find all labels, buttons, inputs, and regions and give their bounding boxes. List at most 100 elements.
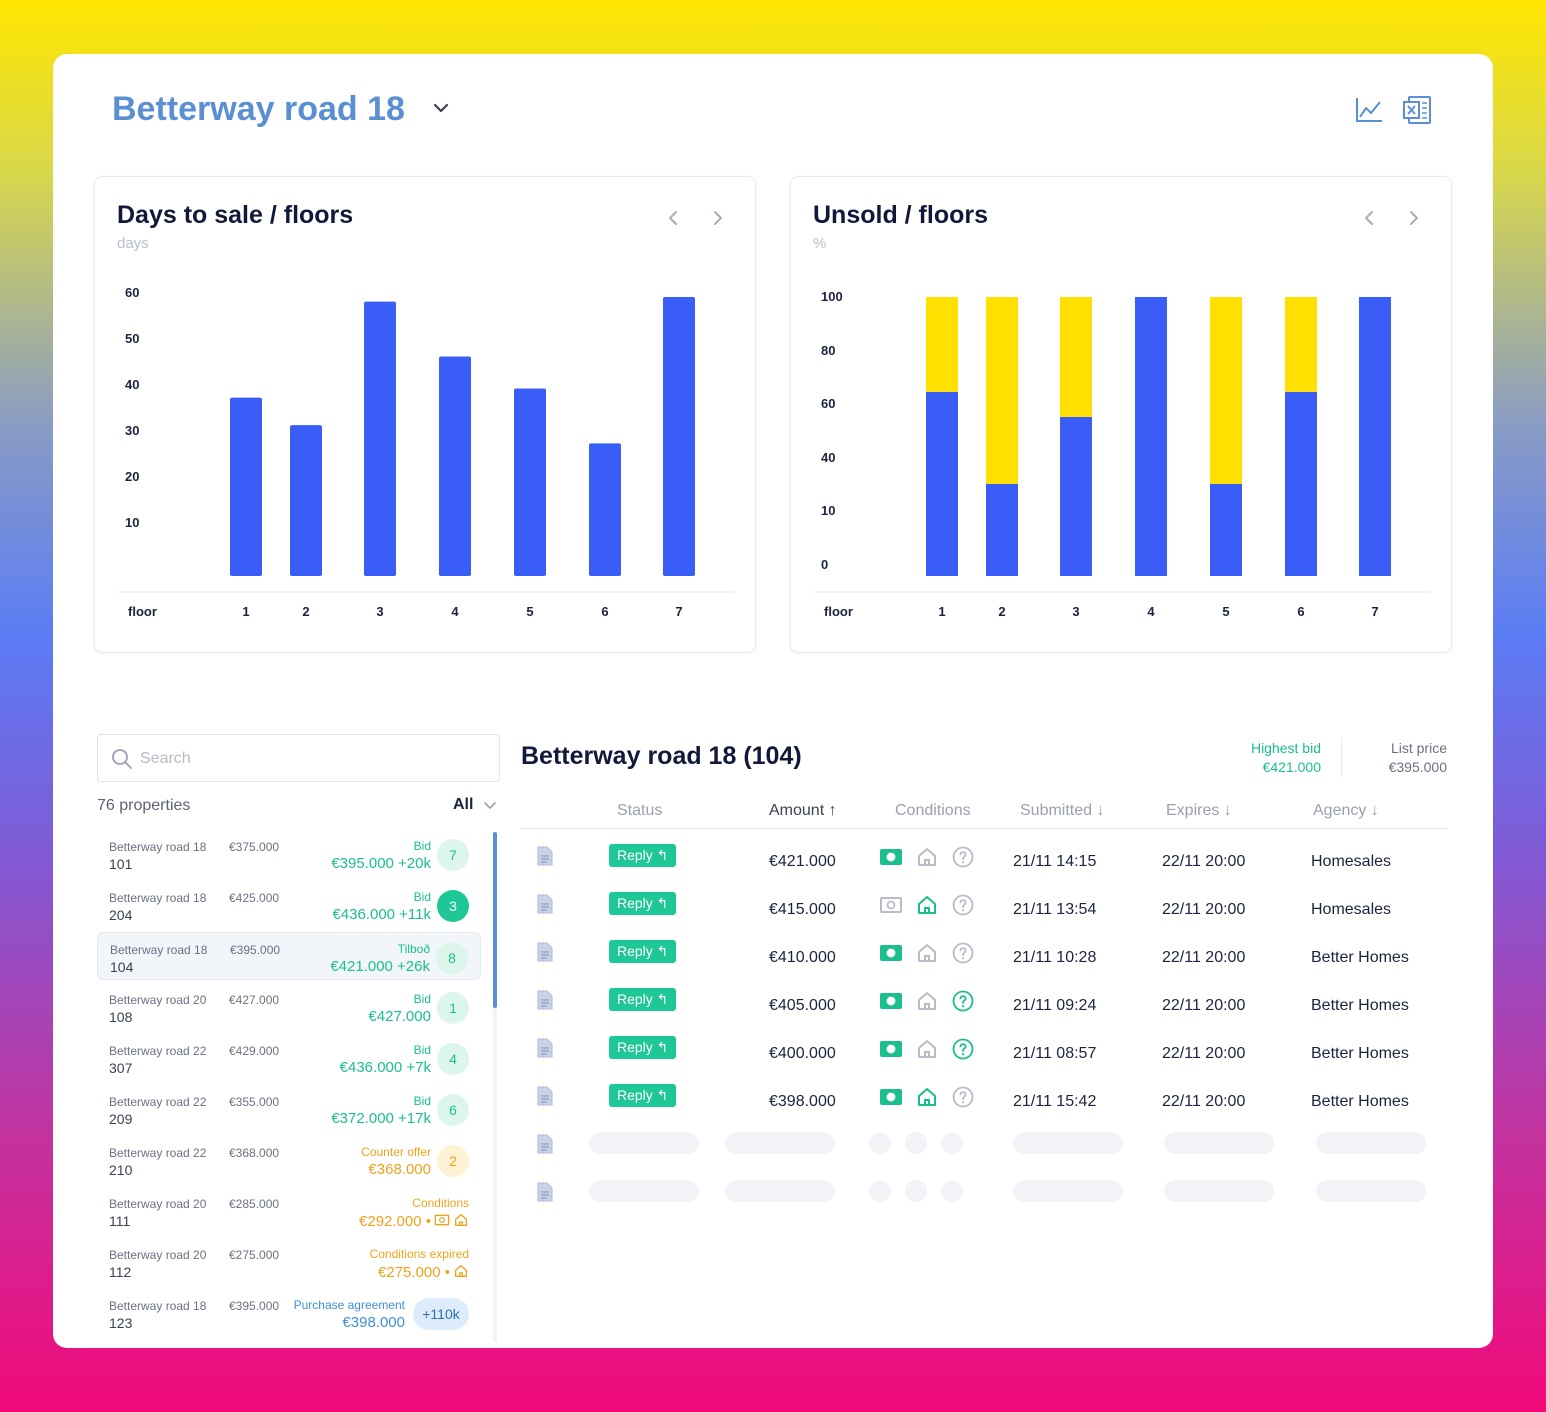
- reply-button[interactable]: Reply ↰: [609, 844, 676, 867]
- x-tick-label: 7: [1371, 604, 1378, 619]
- bid-submitted: 21/11 15:42: [1013, 1093, 1097, 1110]
- condition-house: [915, 893, 939, 917]
- filter-dropdown[interactable]: All: [453, 796, 474, 813]
- chart-bar-segment: [1359, 297, 1391, 576]
- document-icon[interactable]: [537, 1182, 553, 1202]
- chevron-down-icon[interactable]: [483, 801, 497, 811]
- property-list-item[interactable]: Betterway road 18 €395.000 104 Tilboð €4…: [97, 932, 481, 980]
- y-tick-label: 20: [125, 469, 139, 484]
- chevron-left-icon[interactable]: [662, 207, 684, 229]
- document-icon[interactable]: [537, 942, 553, 962]
- property-unit: 210: [109, 1162, 133, 1178]
- bid-row[interactable]: Reply ↰ €421.000 21/11 14:15 22/11 20:00…: [521, 836, 1447, 884]
- column-header-agency[interactable]: Agency ↓: [1313, 802, 1379, 819]
- column-header-expires[interactable]: Expires ↓: [1166, 802, 1232, 819]
- skeleton-bar: [1316, 1132, 1426, 1154]
- reply-button[interactable]: Reply ↰: [609, 1036, 676, 1059]
- column-header-amount[interactable]: Amount ↑: [769, 802, 837, 819]
- chevron-down-icon[interactable]: [431, 100, 451, 116]
- x-tick-label: 4: [1147, 604, 1155, 619]
- list-price-value: €395.000: [1388, 759, 1447, 775]
- bid-submitted: 21/11 08:57: [1013, 1045, 1097, 1062]
- page-title[interactable]: Betterway road 18: [112, 90, 405, 128]
- skeleton-bar: [1013, 1180, 1123, 1202]
- bid-expires: 22/11 20:00: [1162, 949, 1246, 966]
- property-status: Bid: [413, 839, 431, 853]
- count-badge: 2: [437, 1145, 469, 1177]
- chevron-right-icon[interactable]: [1403, 207, 1425, 229]
- search-input[interactable]: [140, 747, 480, 771]
- document-icon[interactable]: [537, 1086, 553, 1106]
- property-list-item[interactable]: Betterway road 20 €427.000 108 Bid €427.…: [97, 983, 481, 1031]
- x-axis-label: floor: [824, 604, 853, 619]
- reply-button[interactable]: Reply ↰: [609, 940, 676, 963]
- reply-button[interactable]: Reply ↰: [609, 988, 676, 1011]
- question-icon: [952, 846, 974, 868]
- property-list-item[interactable]: Betterway road 18 €425.000 204 Bid €436.…: [97, 881, 481, 929]
- bid-row[interactable]: Reply ↰ €415.000 21/11 13:54 22/11 20:00…: [521, 884, 1447, 932]
- document-icon[interactable]: [537, 990, 553, 1010]
- property-count: 76 properties: [97, 797, 191, 814]
- property-street: Betterway road 22: [109, 1044, 207, 1058]
- condition-money: [879, 1085, 903, 1109]
- excel-icon[interactable]: [1401, 94, 1433, 126]
- money-icon: [880, 849, 902, 865]
- property-list-item[interactable]: Betterway road 20 €275.000 112 Condition…: [97, 1238, 481, 1286]
- chevron-right-icon[interactable]: [707, 207, 729, 229]
- bid-row[interactable]: Reply ↰ €398.000 21/11 15:42 22/11 20:00…: [521, 1076, 1447, 1124]
- column-header-status[interactable]: Status: [617, 802, 663, 819]
- bid-row[interactable]: Reply ↰ €400.000 21/11 08:57 22/11 20:00…: [521, 1028, 1447, 1076]
- money-icon: [434, 1214, 450, 1226]
- document-icon[interactable]: [537, 894, 553, 914]
- property-list-price: €427.000: [229, 993, 280, 1007]
- property-status: Counter offer: [361, 1145, 431, 1159]
- document-icon[interactable]: [537, 846, 553, 866]
- house-icon: [918, 1088, 936, 1106]
- property-list-item[interactable]: Betterway road 22 €368.000 210 Counter o…: [97, 1136, 481, 1184]
- column-header-conditions[interactable]: Conditions: [895, 802, 971, 819]
- scrollbar-thumb[interactable]: [493, 832, 497, 1008]
- chart-bar-segment: [1135, 297, 1167, 576]
- skeleton-bar: [1013, 1132, 1123, 1154]
- y-tick-label: 60: [821, 396, 835, 411]
- bid-amount: €415.000: [769, 901, 836, 918]
- property-list-item[interactable]: Betterway road 22 €355.000 209 Bid €372.…: [97, 1085, 481, 1133]
- count-badge: 4: [437, 1043, 469, 1075]
- y-tick-label: 10: [125, 515, 139, 530]
- chart-title: Days to sale / floors: [117, 201, 354, 229]
- condition-house: [915, 845, 939, 869]
- x-tick-label: 5: [1222, 604, 1229, 619]
- property-status: Conditions: [412, 1196, 469, 1210]
- scrollbar-track: [493, 832, 497, 1342]
- property-amount-wrap: €275.000 •: [378, 1263, 469, 1283]
- bid-expires: 22/11 20:00: [1162, 1045, 1246, 1062]
- property-status: Bid: [413, 1094, 431, 1108]
- condition-money: [879, 1037, 903, 1061]
- x-tick-label: 2: [302, 604, 309, 619]
- skeleton-bar: [725, 1132, 835, 1154]
- skeleton-bar: [725, 1180, 835, 1202]
- x-tick-label: 6: [601, 604, 608, 619]
- reply-button[interactable]: Reply ↰: [609, 1084, 676, 1107]
- property-list-item[interactable]: Betterway road 18 €375.000 101 Bid €395.…: [97, 830, 481, 878]
- line-chart-icon[interactable]: [1353, 94, 1385, 126]
- bid-expires: 22/11 20:00: [1162, 997, 1246, 1014]
- chart-bar: [663, 297, 695, 576]
- y-tick-label: 10: [821, 503, 835, 518]
- x-axis-label: floor: [128, 604, 157, 619]
- y-tick-label: 30: [125, 423, 139, 438]
- property-list-price: €368.000: [229, 1146, 280, 1160]
- chevron-left-icon[interactable]: [1358, 207, 1380, 229]
- bid-row[interactable]: Reply ↰ €405.000 21/11 09:24 22/11 20:00…: [521, 980, 1447, 1028]
- reply-button[interactable]: Reply ↰: [609, 892, 676, 915]
- money-icon: [880, 1089, 902, 1105]
- document-icon[interactable]: [537, 1038, 553, 1058]
- property-list-item[interactable]: Betterway road 22 €429.000 307 Bid €436.…: [97, 1034, 481, 1082]
- property-list-item[interactable]: Betterway road 20 €285.000 111 Condition…: [97, 1187, 481, 1235]
- column-header-submitted[interactable]: Submitted ↓: [1020, 802, 1105, 819]
- document-icon[interactable]: [537, 1134, 553, 1154]
- bid-row[interactable]: Reply ↰ €410.000 21/11 10:28 22/11 20:00…: [521, 932, 1447, 980]
- property-list-item[interactable]: Betterway road 18 €395.000 123 Purchase …: [97, 1289, 481, 1337]
- condition-house: [915, 1037, 939, 1061]
